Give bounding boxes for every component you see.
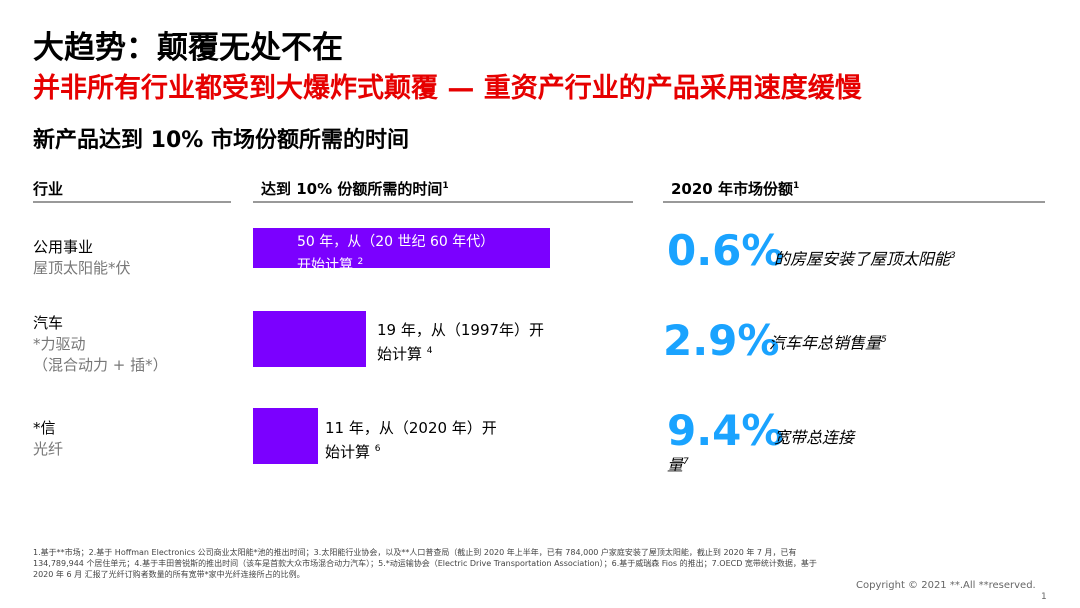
share-description-text: 的房屋安装了屋顶太阳能 xyxy=(774,249,951,269)
column-header-time-sup: 1 xyxy=(442,181,449,191)
bar-label-text: 19 年，从（1997年）开始计算 xyxy=(377,321,545,363)
copyright: Copyright © 2021 **.All **reserved. xyxy=(856,580,1036,591)
share-description-sup: 3 xyxy=(950,251,956,261)
column-header-industry-label: 行业 xyxy=(33,180,64,198)
share-percent: 0.6% xyxy=(667,226,784,275)
column-header-share-label: 2020 年市场份额 xyxy=(671,180,793,198)
share-description: 宽带总连接量7 xyxy=(667,426,867,477)
industry-name: *信 xyxy=(33,419,56,437)
industry-product: （混合动力 + 插*） xyxy=(33,356,168,374)
bar-label: 11 年，从（2020 年）开始计算 6 xyxy=(325,418,500,463)
share-description: 汽车年总销售量5 xyxy=(769,328,969,355)
share-description-sup: 5 xyxy=(881,335,887,345)
column-header-industry: 行业 xyxy=(33,178,63,199)
column-header-share-sup: 1 xyxy=(792,181,800,191)
industry-name: 汽车 xyxy=(33,314,64,332)
industry-cell: 公用事业 屋顶太阳能*伏 xyxy=(33,237,131,279)
column-divider-share xyxy=(663,201,1045,203)
column-header-time: 达到 10% 份额所需的时间1 xyxy=(261,178,449,199)
share-percent: 2.9% xyxy=(663,316,780,365)
industry-cell: 汽车 *力驱动 （混合动力 + 插*） xyxy=(33,313,168,376)
industry-name: 公用事业 xyxy=(33,238,94,256)
industry-product: *力驱动 xyxy=(33,335,86,353)
bar-label-sup: 4 xyxy=(426,346,433,356)
share-percent: 9.4% xyxy=(667,406,784,455)
bar xyxy=(253,311,366,367)
page-title: 大趋势：颠覆无处不在 xyxy=(33,30,343,66)
bar-label: 50 年，从（20 世纪 60 年代）开始计算 2 xyxy=(297,232,497,276)
industry-cell: *信 光纤 xyxy=(33,418,63,460)
share-description-text: 宽带总连接量 xyxy=(667,428,855,475)
bar-label-sup: 6 xyxy=(374,444,381,454)
industry-product: 屋顶太阳能*伏 xyxy=(33,259,131,277)
column-header-share: 2020 年市场份额1 xyxy=(671,178,799,199)
bar-label-text: 11 年，从（2020 年）开始计算 xyxy=(325,419,497,461)
column-header-time-label: 达到 10% 份额所需的时间 xyxy=(261,180,443,198)
share-description-text: 汽车年总销售量 xyxy=(769,333,882,353)
bar xyxy=(253,408,318,464)
industry-product: 光纤 xyxy=(33,440,64,458)
page-subtitle: 并非所有行业都受到大爆炸式颠覆 — 重资产行业的产品采用速度缓慢 xyxy=(33,73,862,104)
chart-title: 新产品达到 10% 市场份额所需的时间 xyxy=(33,128,409,153)
share-description: 的房屋安装了屋顶太阳能3 xyxy=(667,244,957,271)
column-divider-time xyxy=(253,201,633,203)
bar-label: 19 年，从（1997年）开始计算 4 xyxy=(377,320,557,365)
bar-label-sup: 2 xyxy=(357,257,364,267)
column-divider-industry xyxy=(33,201,231,203)
share-description-sup: 7 xyxy=(683,457,689,467)
bar xyxy=(253,228,550,268)
footnotes: 1.基于**市场；2.基于 Hoffman Electronics 公司商业太阳… xyxy=(33,548,817,579)
page-number: 1 xyxy=(1041,592,1047,602)
bar-label-text: 50 年，从（20 世纪 60 年代）开始计算 xyxy=(297,234,495,274)
